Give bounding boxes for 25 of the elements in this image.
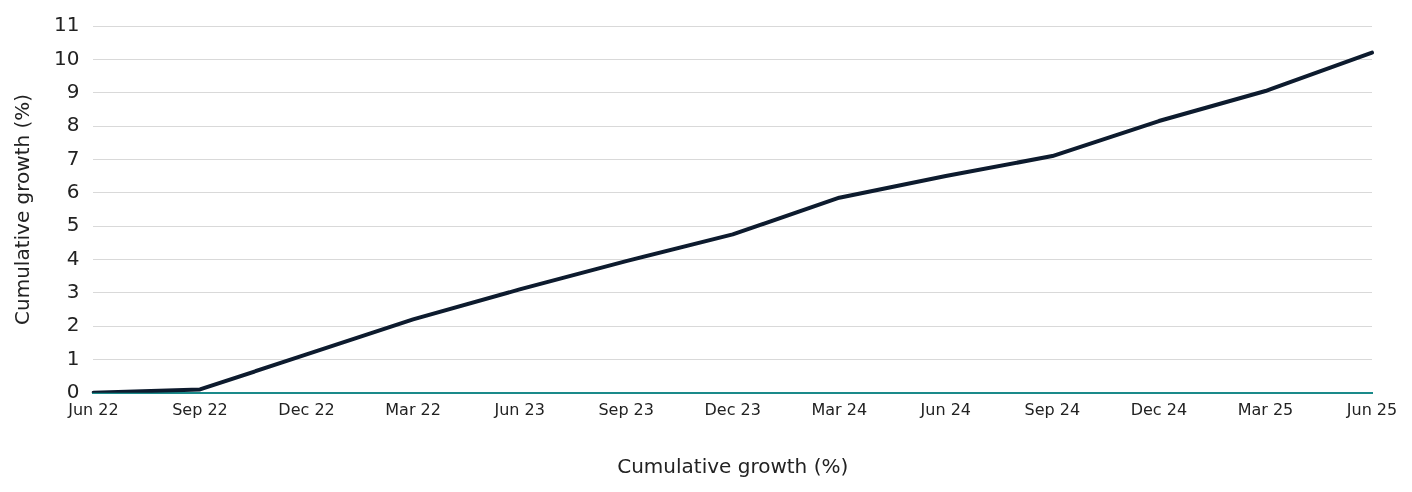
x-tick-label: Dec 23 (704, 399, 761, 419)
x-tick-label: Jun 24 (919, 399, 972, 419)
y-axis-title: Cumulative growth (%) (10, 93, 35, 325)
y-tick-label: 3 (66, 278, 80, 303)
y-tick-label: 8 (66, 112, 80, 137)
x-tick-label: Mar 24 (811, 399, 868, 419)
x-tick-label: Mar 25 (1237, 399, 1294, 419)
y-tick-label: 11 (54, 12, 80, 37)
y-tick-label: 10 (54, 45, 80, 70)
x-tick-label: Jun 25 (1345, 399, 1398, 419)
x-tick-label: Sep 24 (1024, 399, 1081, 419)
x-tick-label: Mar 22 (385, 399, 441, 419)
y-tick-label: 5 (66, 212, 80, 237)
y-tick-label: 7 (66, 145, 80, 170)
x-tick-label: Dec 22 (278, 399, 335, 419)
x-tick-label: Sep 23 (598, 399, 654, 419)
y-tick-label: 6 (66, 178, 80, 203)
x-tick-label: Jun 23 (493, 399, 545, 419)
y-tick-label: 9 (66, 78, 80, 103)
y-tick-label: 4 (66, 245, 80, 270)
y-tick-label: 2 (66, 312, 80, 337)
x-tick-label: Sep 22 (172, 399, 228, 419)
y-tick-label: 1 (66, 345, 80, 370)
x-axis-title: Cumulative growth (%) (617, 454, 849, 479)
x-tick-label: Dec 24 (1130, 399, 1188, 419)
